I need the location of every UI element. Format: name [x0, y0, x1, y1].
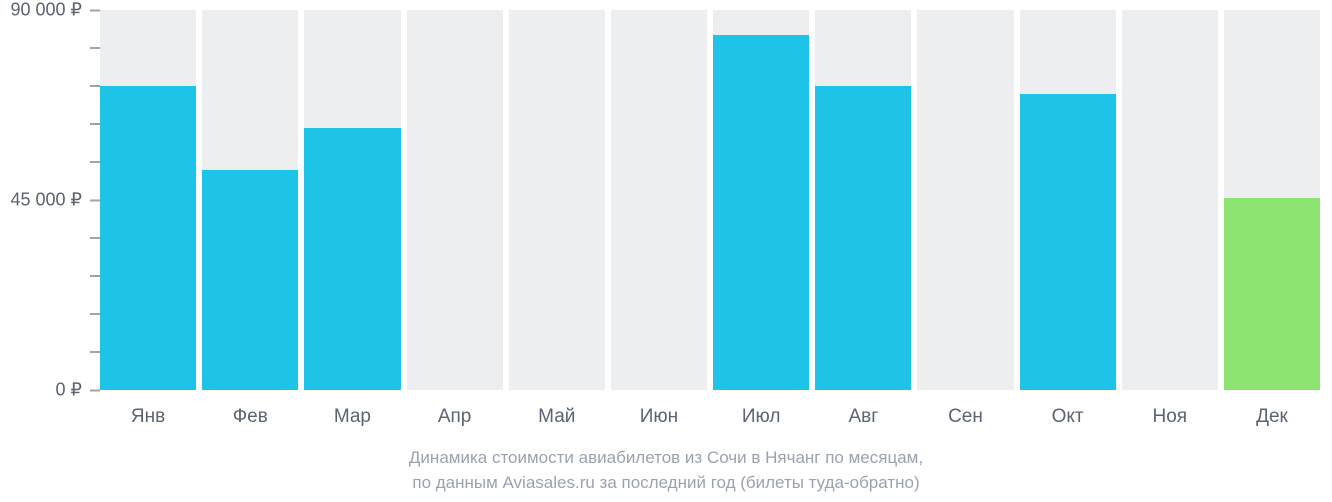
- x-axis-label: Май: [509, 400, 605, 428]
- y-tick: 0 ₽: [56, 380, 100, 401]
- x-axis-label: Окт: [1020, 400, 1116, 428]
- y-tick-mark: [90, 199, 100, 201]
- y-tick-mark: [90, 47, 100, 49]
- bar-slot: [713, 10, 809, 390]
- y-axis: 0 ₽45 000 ₽90 000 ₽: [0, 10, 100, 390]
- y-tick-mark: [90, 275, 100, 277]
- y-tick: [82, 85, 100, 87]
- x-axis-label: Июн: [611, 400, 707, 428]
- y-tick-label: 45 000 ₽: [10, 190, 90, 211]
- y-tick: [82, 47, 100, 49]
- bar-fill: [304, 128, 400, 390]
- x-axis-label: Ноя: [1122, 400, 1218, 428]
- y-tick: [82, 275, 100, 277]
- y-tick: [82, 313, 100, 315]
- bar-fill: [202, 170, 298, 390]
- y-tick-mark: [90, 237, 100, 239]
- chart-caption: Динамика стоимости авиабилетов из Сочи в…: [0, 446, 1332, 495]
- bar-slot: [1020, 10, 1116, 390]
- x-axis-label: Дек: [1224, 400, 1320, 428]
- bar-slot: [611, 10, 707, 390]
- bar-slot: [1224, 10, 1320, 390]
- y-tick: [82, 237, 100, 239]
- y-tick-label: 0 ₽: [56, 380, 90, 401]
- y-tick-label: 90 000 ₽: [10, 0, 90, 21]
- y-tick: 45 000 ₽: [10, 190, 100, 211]
- bar-fill: [1020, 94, 1116, 390]
- bar-fill: [100, 86, 196, 390]
- x-axis-label: Мар: [304, 400, 400, 428]
- x-axis: ЯнвФевМарАпрМайИюнИюлАвгСенОктНояДек: [100, 400, 1320, 428]
- x-axis-label: Янв: [100, 400, 196, 428]
- bar-slot: [509, 10, 605, 390]
- x-axis-label: Июл: [713, 400, 809, 428]
- bar-background: [611, 10, 707, 390]
- bar-slot: [917, 10, 1013, 390]
- x-axis-label: Фев: [202, 400, 298, 428]
- x-axis-label: Апр: [407, 400, 503, 428]
- bar-background: [1122, 10, 1218, 390]
- y-tick: [82, 123, 100, 125]
- y-tick-mark: [90, 161, 100, 163]
- bar-slot: [815, 10, 911, 390]
- bar-chart: 0 ₽45 000 ₽90 000 ₽ ЯнвФевМарАпрМайИюнИю…: [0, 0, 1332, 502]
- y-tick: [82, 161, 100, 163]
- caption-line-2: по данным Aviasales.ru за последний год …: [0, 471, 1332, 496]
- y-tick: 90 000 ₽: [10, 0, 100, 21]
- y-tick-mark: [90, 85, 100, 87]
- bar-slot: [100, 10, 196, 390]
- y-tick-mark: [90, 313, 100, 315]
- y-tick-mark: [90, 351, 100, 353]
- bars-container: [100, 10, 1320, 390]
- bar-slot: [304, 10, 400, 390]
- bar-slot: [407, 10, 503, 390]
- bar-background: [917, 10, 1013, 390]
- y-tick-mark: [90, 9, 100, 11]
- bar-slot: [1122, 10, 1218, 390]
- y-tick-mark: [90, 389, 100, 391]
- bar-fill: [1224, 198, 1320, 390]
- y-tick-mark: [90, 123, 100, 125]
- bar-background: [407, 10, 503, 390]
- caption-line-1: Динамика стоимости авиабилетов из Сочи в…: [0, 446, 1332, 471]
- bar-background: [509, 10, 605, 390]
- plot-area: [100, 10, 1320, 390]
- bar-slot: [202, 10, 298, 390]
- y-tick: [82, 351, 100, 353]
- bar-fill: [713, 35, 809, 390]
- x-axis-label: Авг: [815, 400, 911, 428]
- bar-fill: [815, 86, 911, 390]
- x-axis-label: Сен: [917, 400, 1013, 428]
